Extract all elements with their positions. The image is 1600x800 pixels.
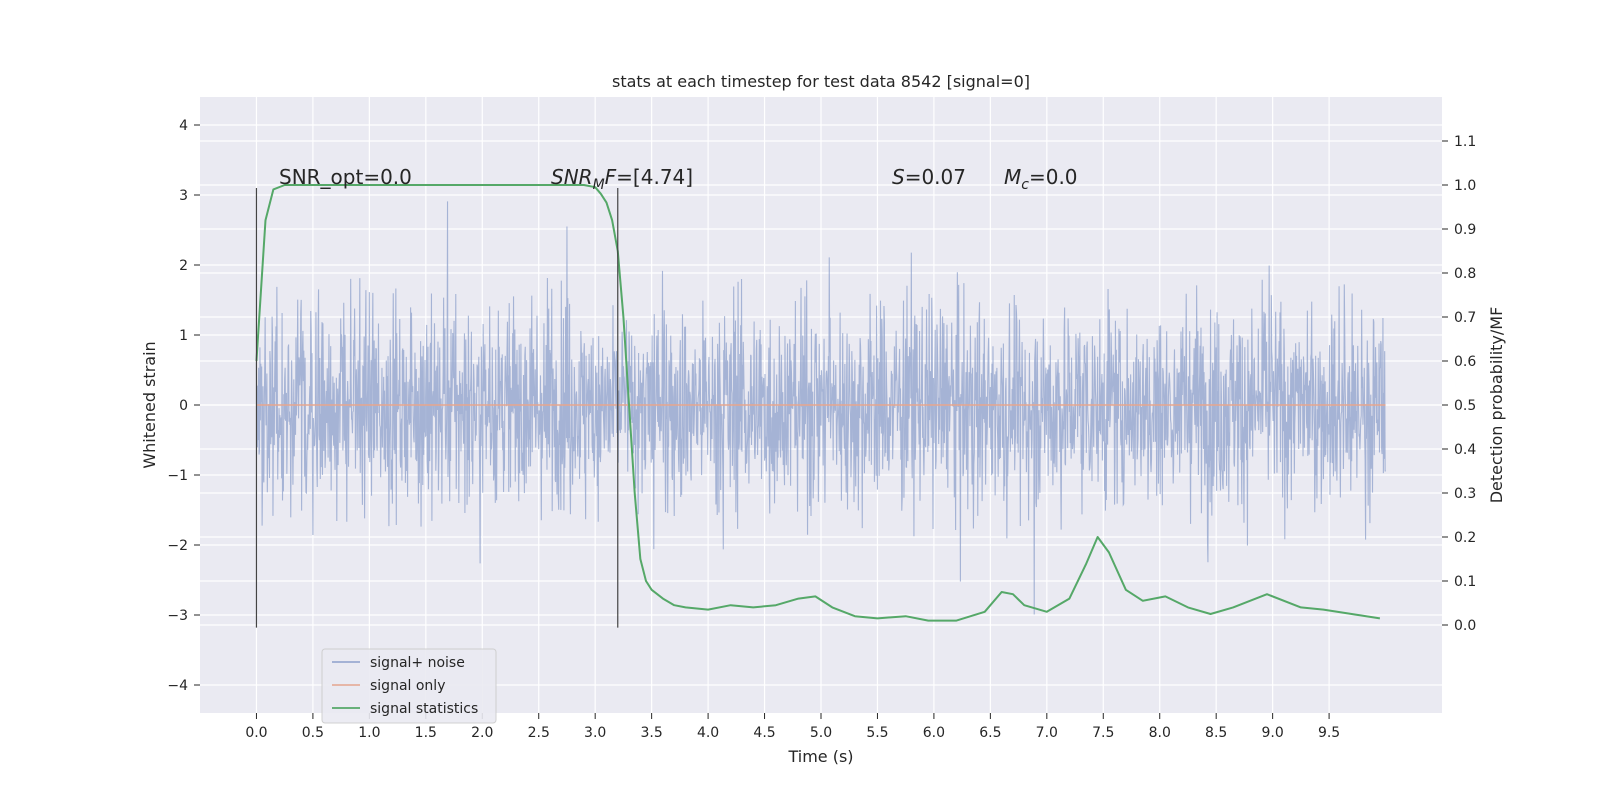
x-tick-label: 4.0 (697, 725, 719, 741)
tick-layer: 0.0 0.5 1.0 1.5 2.0 2.5 3.0 3.5 4.0 4.5 5.0 5.5 6.0 6… (167, 118, 1476, 741)
y-axis-label: Whitened strain (140, 341, 159, 468)
x-tick-label: 0.0 (245, 725, 267, 741)
y-tick-label: −3 (167, 608, 188, 624)
x-axis-label: Time (s) (787, 747, 853, 766)
annotation-s-value: =0.07 (905, 165, 966, 189)
annotation-snr-mf: SNRMF=[4.74] (551, 165, 693, 193)
y-tick-label: −4 (167, 678, 188, 694)
x-tick-label: 3.5 (641, 725, 663, 741)
x-tick-label: 2.5 (528, 725, 550, 741)
x-tick-label: 5.5 (866, 725, 888, 741)
y2-tick-label: 0.3 (1454, 486, 1476, 502)
x-tick-label: 6.0 (923, 725, 945, 741)
legend-label-signal-only: signal only (370, 678, 445, 694)
y2-tick-label: 0.7 (1454, 310, 1476, 326)
x-tick-label: 6.5 (979, 725, 1001, 741)
vline-layer (255, 188, 619, 628)
chart-title: stats at each timestep for test data 854… (612, 72, 1030, 91)
legend-label-signal-statistics: signal statistics (370, 701, 478, 717)
annotation-mc: Mc=0.0 (1004, 165, 1078, 193)
signal-statistics-line (255, 184, 1381, 622)
y2-tick-label: 0.4 (1454, 442, 1476, 458)
y2-tick-label: 0.2 (1454, 530, 1476, 546)
y-tick-label: 4 (179, 118, 188, 134)
x-tick-label: 9.0 (1262, 725, 1284, 741)
x-tick-label: 7.5 (1092, 725, 1114, 741)
x-tick-label: 7.0 (1036, 725, 1058, 741)
y-tick-label: 0 (179, 398, 188, 414)
y2-tick-label: 1.1 (1454, 134, 1476, 150)
annotation-mc-symbol: M (1004, 165, 1021, 189)
signal-noise-line (255, 201, 1387, 615)
legend: signal+ noise signal only signal statist… (321, 648, 497, 724)
y-tick-label: 1 (179, 328, 188, 344)
legend-box (321, 648, 497, 724)
y2-tick-label: 0.8 (1454, 266, 1476, 282)
x-tick-label: 9.5 (1318, 725, 1340, 741)
x-tick-label: 2.0 (471, 725, 493, 741)
series-layer (255, 184, 1386, 622)
y2-tick-label: 0.6 (1454, 354, 1476, 370)
y2-tick-label: 0.0 (1454, 618, 1476, 634)
y2-tick-label: 0.5 (1454, 398, 1476, 414)
y-tick-label: −2 (167, 538, 188, 554)
noise-series (255, 201, 1387, 615)
annotation-mc-value: =0.0 (1029, 165, 1078, 189)
y2-axis-label: Detection probability/MF (1487, 307, 1506, 504)
legend-label-signal-noise: signal+ noise (370, 655, 465, 671)
annotation-snr-mf-value: =[4.74] (616, 165, 693, 189)
x-tick-label: 3.0 (584, 725, 606, 741)
y-tick-label: 3 (179, 188, 188, 204)
y2-tick-label: 1.0 (1454, 178, 1476, 194)
x-tick-label: 5.0 (810, 725, 832, 741)
annotation-snr-mf-tail: F (605, 165, 617, 189)
x-tick-label: 1.5 (415, 725, 437, 741)
x-tick-label: 8.0 (1149, 725, 1171, 741)
annotation-snr-mf-sub: M (593, 177, 605, 193)
x-tick-label: 0.5 (302, 725, 324, 741)
annotation-s: S=0.07 (892, 165, 966, 189)
annotation-s-symbol: S (892, 165, 905, 189)
y2-tick-label: 0.1 (1454, 574, 1476, 590)
annotation-snr-mf-base: SNR (551, 165, 593, 189)
annotation-snr-opt: SNR_opt=0.0 (279, 165, 412, 189)
y2-tick-label: 0.9 (1454, 222, 1476, 238)
x-tick-label: 4.5 (753, 725, 775, 741)
annotation-mc-sub: c (1021, 177, 1029, 193)
y-tick-label: −1 (167, 468, 188, 484)
x-tick-label: 1.0 (358, 725, 380, 741)
y-tick-label: 2 (179, 258, 188, 274)
x-tick-label: 8.5 (1205, 725, 1227, 741)
